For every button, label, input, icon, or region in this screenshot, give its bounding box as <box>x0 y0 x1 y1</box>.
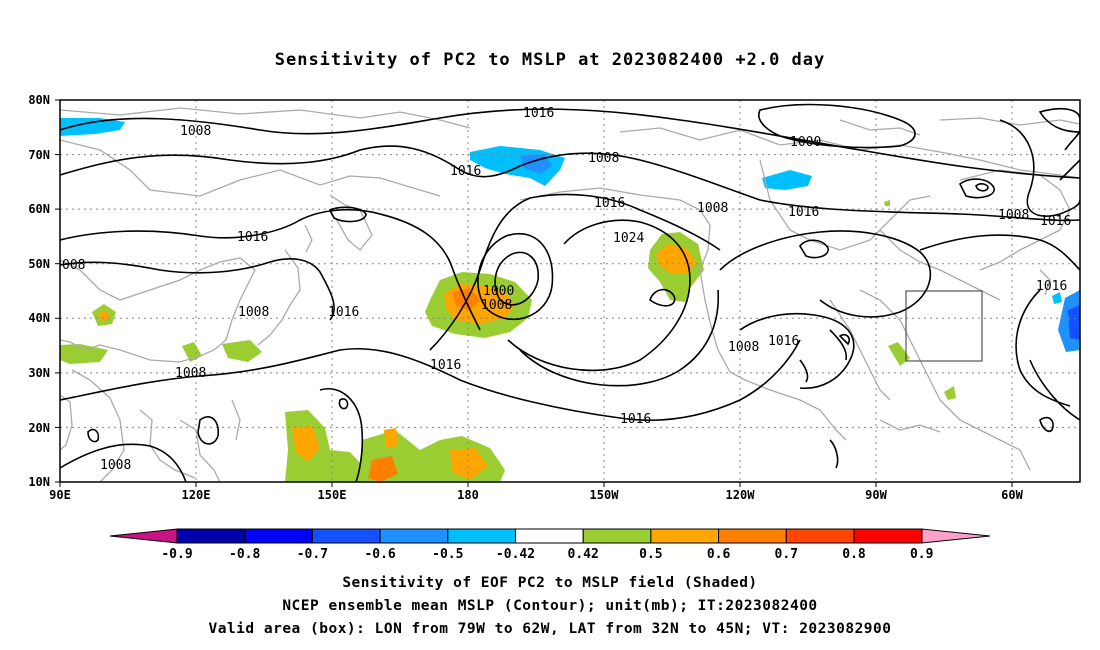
shade-positive-patch <box>222 340 262 362</box>
caption-line-1: Sensitivity of EOF PC2 to MSLP field (Sh… <box>342 575 758 591</box>
colorbar-swatch <box>582 528 652 544</box>
lon-label: 60W <box>1001 488 1023 502</box>
colorbar-swatch <box>447 528 516 544</box>
shade-negative-patch <box>1052 292 1062 304</box>
colorbar-swatch <box>515 528 584 544</box>
shade-positive-patch <box>944 386 956 400</box>
sensitivity-shading <box>60 118 1080 482</box>
lon-label: 180 <box>457 488 479 502</box>
colorbar-tick-label: -0.5 <box>432 547 463 562</box>
contour-label: 1000 <box>483 284 514 299</box>
colorbar-tick-label: 0.7 <box>775 547 798 562</box>
contour-label: 1016 <box>328 305 359 320</box>
colorbar-tick-label: -0.6 <box>364 547 395 562</box>
lon-label: 120W <box>726 488 756 502</box>
contour-label: 1016 <box>768 334 799 349</box>
caption-line-3: Valid area (box): LON from 79W to 62W, L… <box>208 621 892 637</box>
lat-label: 80N <box>28 93 50 107</box>
valid-area-box <box>905 290 983 362</box>
colorbar-swatch <box>311 528 381 544</box>
contour-label: 1008 <box>100 458 131 473</box>
shade-positive-patch <box>656 244 696 274</box>
shade-negative-patch <box>60 118 125 136</box>
mslp-contours <box>60 103 1080 482</box>
colorbar-swatch <box>718 528 787 544</box>
contour-label: 1008 <box>175 366 206 381</box>
shade-positive-patch <box>884 200 890 206</box>
contour-label: 1008 <box>481 298 512 313</box>
colorbar-tick-label: 0.42 <box>568 547 599 562</box>
plot-title: Sensitivity of PC2 to MSLP at 2023082400… <box>274 50 826 70</box>
shade-positive-patch <box>450 448 488 480</box>
contour-label: 1016 <box>450 164 481 179</box>
map-gridlines <box>60 100 1080 482</box>
colorbar-swatch <box>853 528 923 544</box>
contour-label: 1016 <box>523 106 554 121</box>
colorbar-tick-label: -0.42 <box>496 547 535 562</box>
shade-positive-patch <box>368 456 398 482</box>
shade-negative-patch <box>762 170 812 190</box>
colorbar-tick-label: -0.8 <box>229 547 260 562</box>
colorbar-tick-label: -0.9 <box>161 547 192 562</box>
contour-label: 1016 <box>430 358 461 373</box>
contour-label: 1016 <box>620 412 651 427</box>
contour-label: 1008 <box>180 124 211 139</box>
contour-label: 1008 <box>697 201 728 216</box>
lat-label: 10N <box>28 475 50 489</box>
shade-positive-patch <box>60 344 108 364</box>
colorbar-tick-label: 0.6 <box>707 547 731 562</box>
contour-label: 1024 <box>613 231 644 246</box>
shade-positive-patch <box>98 310 110 322</box>
contour-label: 1016 <box>1040 214 1071 229</box>
map-frame <box>59 99 1081 483</box>
colorbar-tick-label: 0.9 <box>910 547 933 562</box>
shade-negative-patch <box>1068 305 1080 340</box>
latitude-labels: 80N 70N 60N 50N 40N 30N 20N 10N <box>28 93 50 489</box>
colorbar-swatch <box>379 528 449 544</box>
colorbar-min-triangle <box>109 528 178 544</box>
caption-line-2: NCEP ensemble mean MSLP (Contour); unit(… <box>282 598 818 614</box>
contour-label-group: 1008 1016 1008 1016 1016 1000 1008 1008 … <box>62 106 1071 473</box>
shade-positive-patch <box>292 426 320 462</box>
contour-label: 1016 <box>237 230 268 245</box>
lat-label: 20N <box>28 421 50 435</box>
lat-label: 70N <box>28 148 50 162</box>
shade-positive-patch <box>384 428 398 448</box>
contour-label: 008 <box>62 258 85 273</box>
lon-label: 120E <box>182 488 211 502</box>
colorbar-tick-label: 0.8 <box>842 547 866 562</box>
contour-label: 1016 <box>594 196 625 211</box>
lat-label: 40N <box>28 311 50 325</box>
contour-label: 1016 <box>788 205 819 220</box>
lat-label: 60N <box>28 202 50 216</box>
lon-label: 90W <box>865 488 887 502</box>
contour-label: 1008 <box>998 208 1029 223</box>
longitude-labels: 90E 120E 150E 180 150W 120W 90W 60W <box>49 488 1023 502</box>
lat-label: 30N <box>28 366 50 380</box>
colorbar-swatch <box>244 528 313 544</box>
lon-label: 90E <box>49 488 71 502</box>
contour-label: 1008 <box>238 305 269 320</box>
colorbar-tick-label: 0.5 <box>639 547 662 562</box>
contour-label: 1000 <box>790 135 821 150</box>
colorbar: -0.9 -0.8 -0.7 -0.6 -0.5 -0.42 0.42 0.5 0.6 0.7 0.… <box>109 528 991 562</box>
lon-label: 150E <box>318 488 347 502</box>
colorbar-swatch <box>785 528 855 544</box>
contour-label: 1016 <box>1036 279 1067 294</box>
colorbar-swatch <box>176 528 246 544</box>
shade-positive-patch <box>888 342 910 366</box>
lon-label: 150W <box>590 488 620 502</box>
colorbar-max-triangle <box>921 528 991 544</box>
contour-label: 1008 <box>728 340 759 355</box>
axis-ticks <box>55 99 1013 487</box>
contour-label: 1008 <box>588 151 619 166</box>
colorbar-tick-label: -0.7 <box>297 547 328 562</box>
colorbar-swatch <box>650 528 720 544</box>
lat-label: 50N <box>28 257 50 271</box>
